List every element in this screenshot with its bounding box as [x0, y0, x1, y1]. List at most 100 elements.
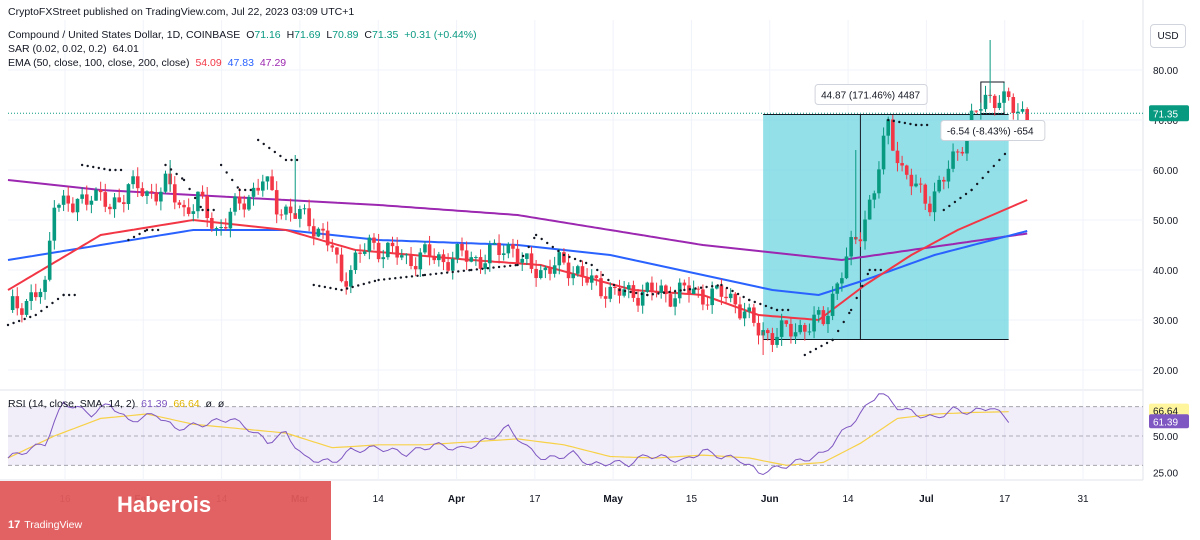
sar-dot [6, 323, 10, 327]
sar-dot [462, 269, 466, 272]
sar-dot [898, 120, 901, 124]
candle-body [358, 252, 362, 254]
candle-body [460, 243, 464, 251]
candle-body [631, 285, 636, 298]
currency-button[interactable]: USD [1150, 24, 1186, 48]
last-price-label: 71.35 [1153, 109, 1178, 120]
publisher-line: CryptoFXStreet published on TradingView.… [8, 6, 355, 18]
sar-dot [551, 245, 554, 249]
sar-dot [34, 313, 37, 317]
time-tick-label: Apr [448, 494, 465, 505]
candle-body [932, 191, 937, 213]
candle-body [701, 289, 705, 305]
sar-dot [607, 278, 610, 282]
sar-dot [284, 158, 288, 162]
ticker-line: Compound / United States Dollar, 1D, COI… [8, 29, 480, 41]
sar-dot [145, 228, 149, 232]
sar-dot [40, 309, 43, 313]
rsi-legend[interactable]: RSI (14, close, SMA, 14, 2) 61.39 66.64 … [8, 398, 227, 410]
candle-body [446, 262, 450, 271]
sar-dot [1003, 152, 1007, 156]
sar-dot [831, 338, 834, 342]
sar-dot [521, 254, 525, 258]
sar-dot [138, 232, 141, 236]
candle-body [538, 270, 543, 279]
candle-body [57, 204, 61, 208]
sar-dot [720, 283, 723, 287]
candle-body [214, 228, 219, 230]
sar-dot [238, 188, 241, 192]
candle-body [399, 255, 404, 258]
sar-dot [987, 170, 990, 174]
sar-dot [629, 290, 632, 294]
candle-body [94, 189, 98, 201]
candle-body [483, 263, 487, 269]
sar-dot [855, 296, 858, 300]
sar-dot [920, 123, 923, 127]
candle-body [863, 219, 867, 242]
symbol-name[interactable]: Compound / United States Dollar, 1D, COI… [8, 29, 241, 41]
sar-dot [323, 285, 327, 289]
candle-body [10, 296, 15, 310]
sar-dot [533, 236, 536, 240]
ema-legend[interactable]: EMA (50, close, 100, close, 200, close) … [8, 57, 289, 69]
sar-dot [668, 290, 671, 294]
candle-body [52, 207, 57, 241]
tradingview-logo[interactable]: 17 TradingView [8, 519, 82, 531]
sar-dot [394, 277, 397, 280]
candle-body [311, 226, 316, 237]
sar-dot [175, 172, 178, 176]
sar-dot [475, 268, 479, 271]
sar-dot [156, 228, 160, 232]
candle-body [511, 244, 515, 249]
ema-label: EMA (50, close, 100, close, 200, close) [8, 57, 190, 69]
candle-body [256, 187, 260, 191]
candle-body [793, 332, 798, 337]
candle-body [534, 268, 538, 279]
candle-body [196, 191, 200, 212]
time-tick-label: 15 [686, 494, 698, 505]
candle-body [576, 266, 580, 274]
candle-body [353, 252, 358, 271]
sar-dot [23, 317, 26, 321]
candle-body [71, 203, 75, 213]
candle-body [691, 288, 696, 295]
sar-dot [164, 163, 167, 167]
price-tick-label: 40.00 [1153, 266, 1178, 277]
rsi-sma-tag-label: 66.64 [1153, 407, 1178, 418]
sar-dot [568, 255, 571, 259]
sar-dot [584, 261, 588, 265]
candle-body [233, 196, 237, 212]
candle-body [149, 191, 154, 193]
small-measure-label-bg [940, 120, 1046, 141]
candle-body [585, 277, 589, 283]
candle-body [909, 174, 914, 187]
sar-dot [514, 264, 517, 267]
candle-body [858, 239, 863, 242]
candle-body [474, 257, 478, 259]
candle-body [599, 278, 603, 297]
candle-body [464, 250, 469, 262]
sar-dot [998, 158, 1001, 162]
sar-dot [546, 241, 549, 245]
sar-dot [716, 284, 719, 287]
sar-dot [887, 118, 890, 122]
ema50-value: 54.09 [195, 57, 222, 69]
candle-body [89, 200, 94, 205]
sar-dot [429, 273, 432, 276]
candle-body [756, 322, 761, 336]
sar-dot [534, 233, 538, 237]
candle-body [43, 279, 47, 292]
sar-dot [290, 158, 293, 162]
candle-body [696, 288, 701, 290]
candle-body [66, 195, 71, 204]
candle-body [367, 237, 372, 252]
sar-dot [29, 315, 32, 319]
candle-body [487, 244, 492, 264]
price-tick-label: 60.00 [1153, 166, 1178, 177]
sar-legend[interactable]: SAR (0.02, 0.02, 0.2) 64.01 [8, 43, 142, 55]
sar-dot [56, 297, 60, 301]
sar-dot [445, 271, 449, 274]
sar-dot [842, 320, 845, 324]
